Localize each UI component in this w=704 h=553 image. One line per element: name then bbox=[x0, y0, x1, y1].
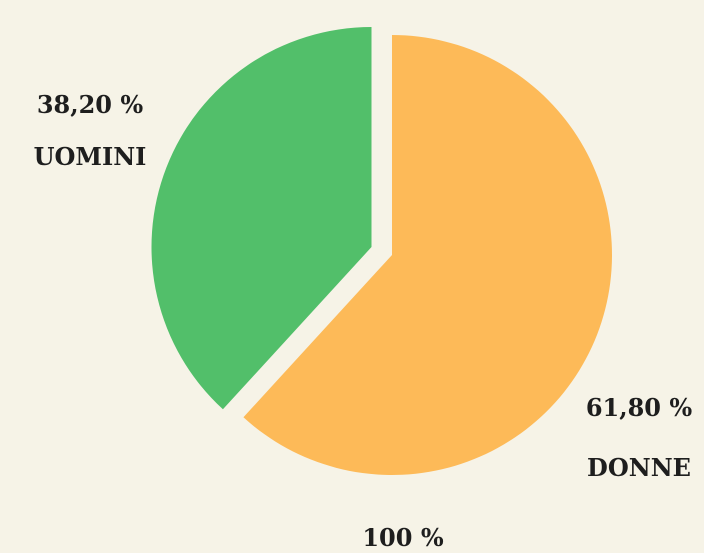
total-label: 100 % bbox=[362, 523, 443, 552]
donne-percent-label: 61,80 % bbox=[586, 393, 693, 422]
pie-slice-uomini bbox=[151, 27, 372, 410]
donne-name-label: DONNE bbox=[587, 453, 691, 482]
uomini-name-label: UOMINI bbox=[34, 142, 147, 171]
pie-slice-donne bbox=[243, 35, 612, 475]
uomini-percent-label: 38,20 % bbox=[37, 90, 144, 119]
